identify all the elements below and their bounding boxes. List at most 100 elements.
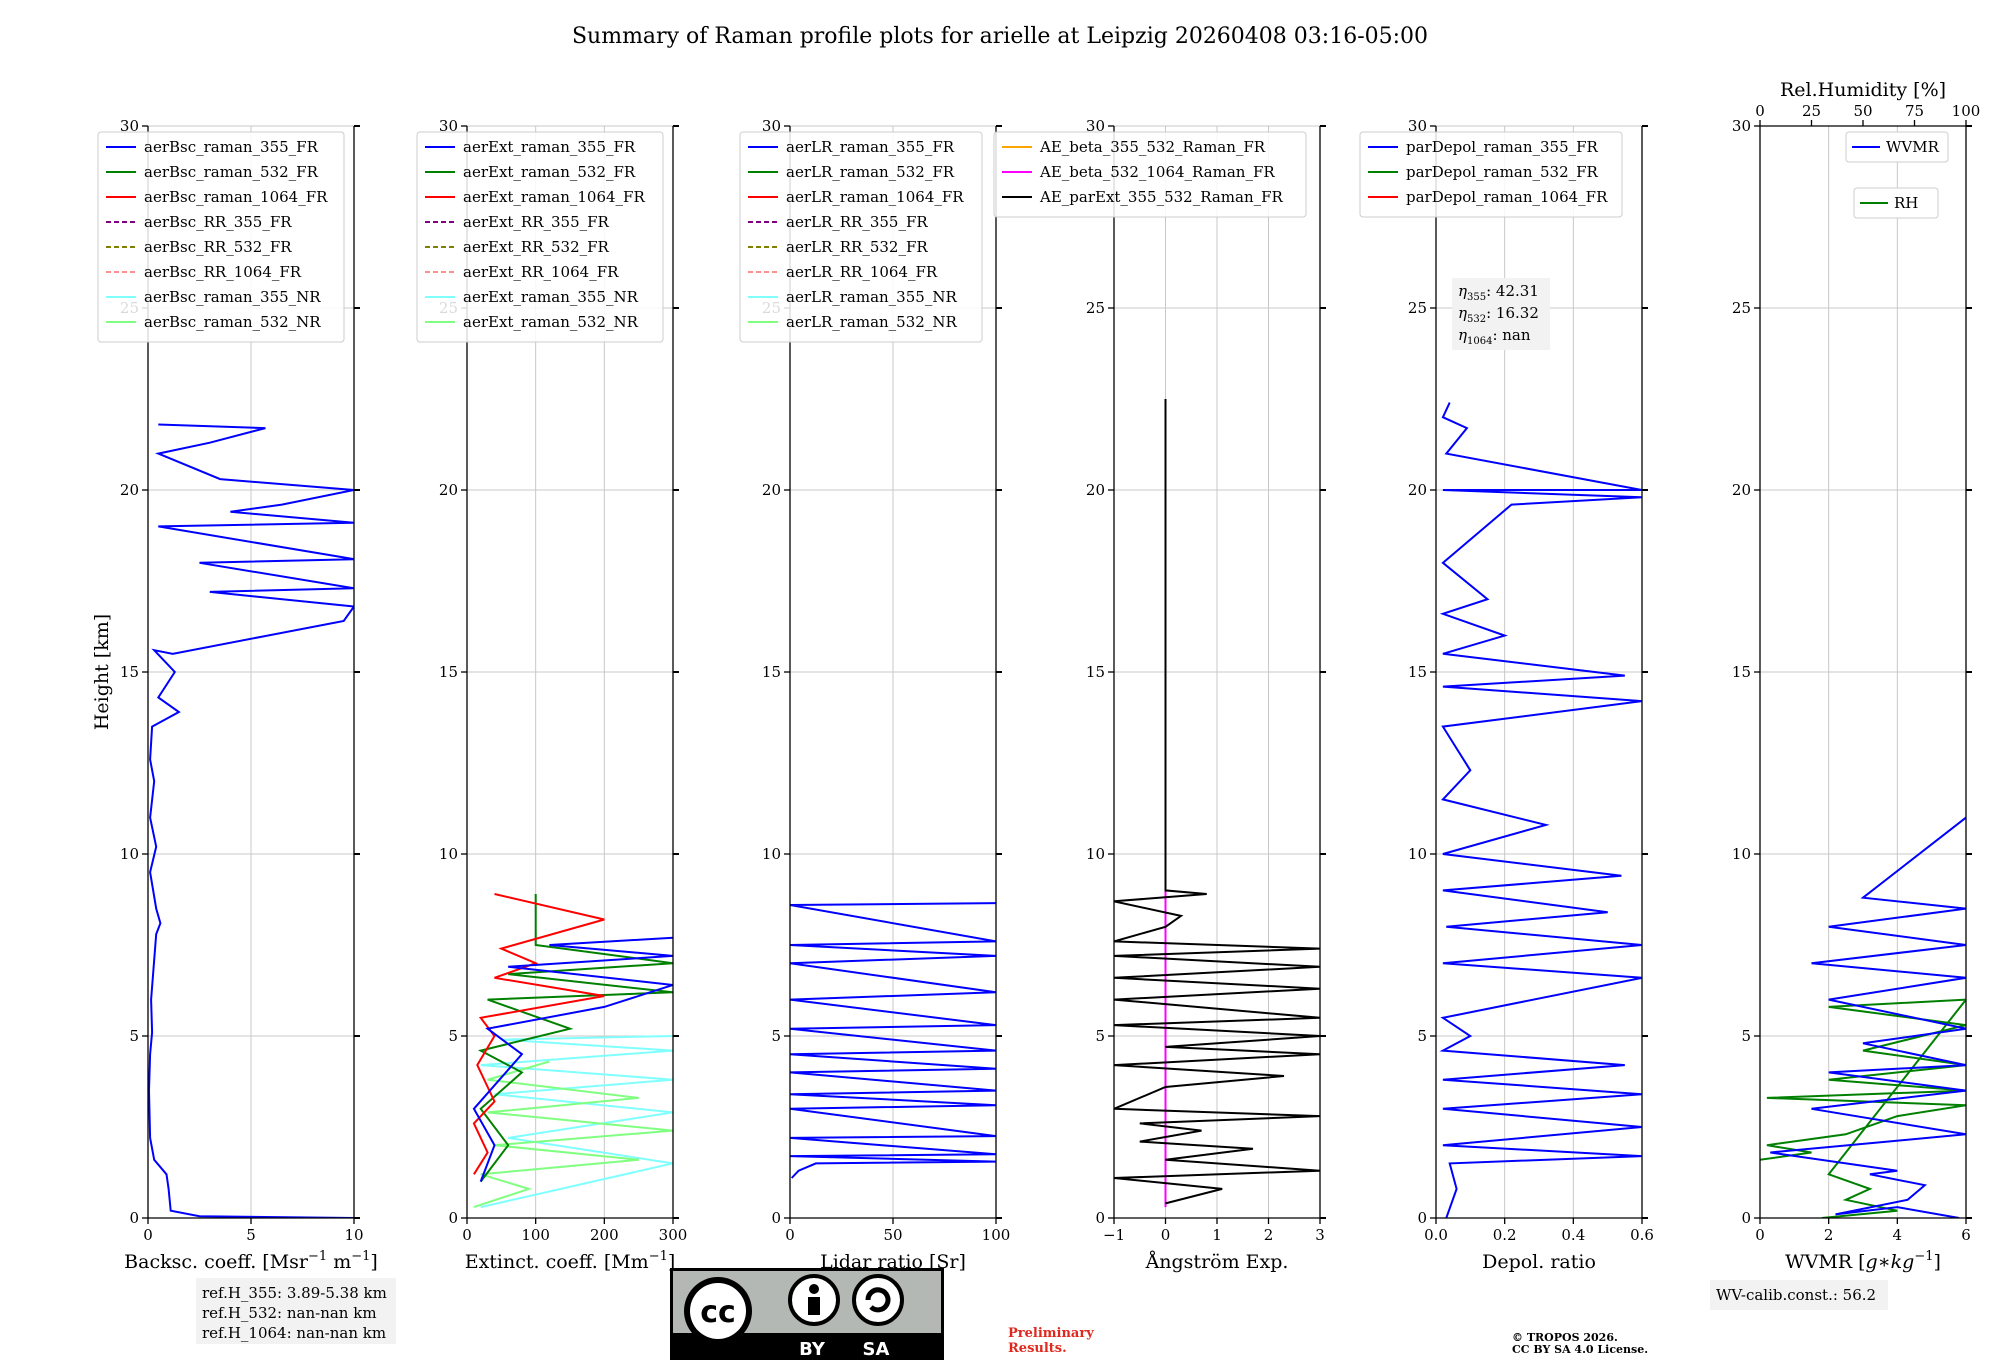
legend-label: aerBsc_raman_532_FR [144, 163, 319, 181]
ytick-label: 0 [1095, 1209, 1105, 1227]
panels: 0510152025300510Backsc. coeff. [Msr−1 m−… [91, 79, 1980, 1273]
xtick-label: 0.4 [1561, 1226, 1585, 1244]
ytick-label: 10 [1086, 845, 1105, 863]
x-axis-label-end: ] [370, 1251, 377, 1273]
x-axis-label-sup: −1 [351, 1249, 370, 1264]
xtick-label: 0 [1161, 1226, 1171, 1244]
x-axis-label-end: ] [668, 1251, 675, 1273]
eta-355-val: : 42.31 [1486, 282, 1539, 300]
eta-box-bg [1452, 278, 1550, 350]
ytick-label: 15 [1086, 663, 1105, 681]
legend-box [739, 131, 983, 343]
ytick-label: 20 [120, 481, 139, 499]
ytick-label: 20 [1408, 481, 1427, 499]
copyright-line-1: © TROPOS 2026. [1512, 1331, 1618, 1344]
ytick-label: 30 [439, 117, 458, 135]
ref-height-box: ref.H_355: 3.89-5.38 km ref.H_532: nan-n… [196, 1278, 396, 1344]
legend-label: aerLR_RR_1064_FR [786, 263, 938, 281]
series-line-RH [1760, 998, 1966, 1218]
legend-label: aerBsc_RR_355_FR [144, 213, 292, 231]
x-axis-label-main: WVMR [ [1785, 1251, 1865, 1273]
xtick-label: 3 [1315, 1226, 1325, 1244]
x-axis-label: Ångström Exp. [1145, 1251, 1289, 1273]
series-line-aerExt_raman_1064_FR [472, 893, 605, 1175]
series-line-AE_parExt_355_532_Raman_FR [1114, 399, 1320, 1205]
eta-box: η355: 42.31 η532: 16.32 η1064: nan [1452, 278, 1550, 350]
series-group [1114, 399, 1320, 1208]
ytick-label: 5 [1741, 1027, 1751, 1045]
x-axis-label-main: Extinct. coeff. [Mm [465, 1251, 649, 1273]
x-axis-label-sup: −1 [308, 1249, 327, 1264]
legend-label: aerExt_raman_1064_FR [463, 188, 645, 206]
legend-box [416, 131, 664, 343]
series-group [1439, 402, 1642, 1218]
ytick-label: 25 [1408, 299, 1427, 317]
legend-label: aerExt_raman_355_FR [463, 138, 636, 156]
legend-wvmr: WVMR [1845, 131, 1949, 163]
series-line-aerExt_raman_355_FR [472, 936, 673, 1182]
panel-depolarization: 0 5 10 15 20 25 30 0.0 0.2 0.4 0.6 Depol. ratio parD… [1359, 117, 1654, 1273]
ytick-label: 5 [129, 1027, 139, 1045]
ytick-label: 5 [1417, 1027, 1427, 1045]
legend-label: aerBsc_RR_532_FR [144, 238, 292, 256]
legend-label: aerExt_raman_532_FR [463, 163, 636, 181]
legend-label: aerLR_raman_532_FR [786, 163, 955, 181]
series-line-aerExt_raman_532_FR [477, 894, 673, 1183]
legend-label: RH [1894, 194, 1918, 212]
legend-label: aerLR_raman_532_NR [786, 313, 957, 331]
wv-calib-box: WV-calib.const.: 56.2 [1710, 1280, 1888, 1310]
x-axis-label: Lidar ratio [Sr] [820, 1251, 966, 1273]
sa-arrow [865, 1287, 891, 1313]
eta-1064: η1064: nan [1458, 326, 1531, 347]
by-person-head [809, 1284, 819, 1294]
legend-label: parDepol_raman_1064_FR [1406, 188, 1608, 206]
x-axis-label-sup: −1 [1914, 1249, 1933, 1264]
ytick-label: 15 [762, 663, 781, 681]
ytick-label: 0 [129, 1209, 139, 1227]
ytick-label: 10 [439, 845, 458, 863]
cc-by-label: BY [799, 1339, 826, 1360]
legend-label: WVMR [1886, 138, 1940, 156]
xtick-label: 4 [1893, 1226, 1903, 1244]
x-axis-label: Backsc. coeff. [Msr−1 m−1] [124, 1249, 378, 1273]
ytick-label: 15 [1732, 663, 1751, 681]
legend-label: aerBsc_raman_532_NR [144, 313, 321, 331]
preliminary-line-2: Results. [1008, 1341, 1067, 1356]
eta-532-val: : 16.32 [1486, 304, 1539, 322]
panel-lidar_ratio: 051015202530050100Lidar ratio [Sr]aerLR_… [739, 117, 1011, 1273]
eta-532-sub: 532 [1467, 314, 1486, 325]
series-line-aerExt_raman_355_NR [480, 1035, 673, 1209]
series-group [148, 423, 354, 1218]
xtick-top-label: 100 [1952, 102, 1981, 120]
x-axis-label-main: Backsc. coeff. [Msr [124, 1251, 309, 1273]
ytick-label: 15 [439, 663, 458, 681]
xtick-label: 0.6 [1630, 1226, 1654, 1244]
legend-label: parDepol_raman_355_FR [1406, 138, 1599, 156]
xtick-label: 0 [785, 1226, 795, 1244]
xtick-top-label: 50 [1853, 102, 1872, 120]
ref-h-1064: ref.H_1064: nan-nan km [202, 1324, 386, 1342]
cc-license-logo: cc BY SA [670, 1268, 944, 1360]
ytick-label: 10 [1732, 845, 1751, 863]
cc-icon: cc [700, 1295, 736, 1330]
xtick-label: 0.0 [1424, 1226, 1448, 1244]
x-axis-label-sup: −1 [649, 1249, 668, 1264]
ytick-label: 25 [1086, 299, 1105, 317]
ytick-label: 0 [448, 1209, 458, 1227]
ytick-label: 5 [771, 1027, 781, 1045]
xtick-label: 100 [982, 1226, 1011, 1244]
series-group [1760, 816, 1966, 1218]
ytick-label: 10 [1408, 845, 1427, 863]
eta-355: η355: 42.31 [1458, 282, 1539, 303]
ytick-label: 30 [120, 117, 139, 135]
ytick-label: 30 [1408, 117, 1427, 135]
eta-1064-sym: η [1458, 326, 1467, 344]
xtick-label: 300 [659, 1226, 688, 1244]
legend-label: aerBsc_raman_355_FR [144, 138, 319, 156]
panel-extinction: 0510152025300100200300Extinct. coeff. [M… [416, 117, 688, 1273]
x-axis-label-end: ] [1933, 1251, 1940, 1273]
y-axis-label: Height [km] [91, 614, 113, 730]
legend: parDepol_raman_355_FR parDepol_raman_532_… [1359, 131, 1623, 218]
legend-label: aerBsc_raman_1064_FR [144, 188, 328, 206]
